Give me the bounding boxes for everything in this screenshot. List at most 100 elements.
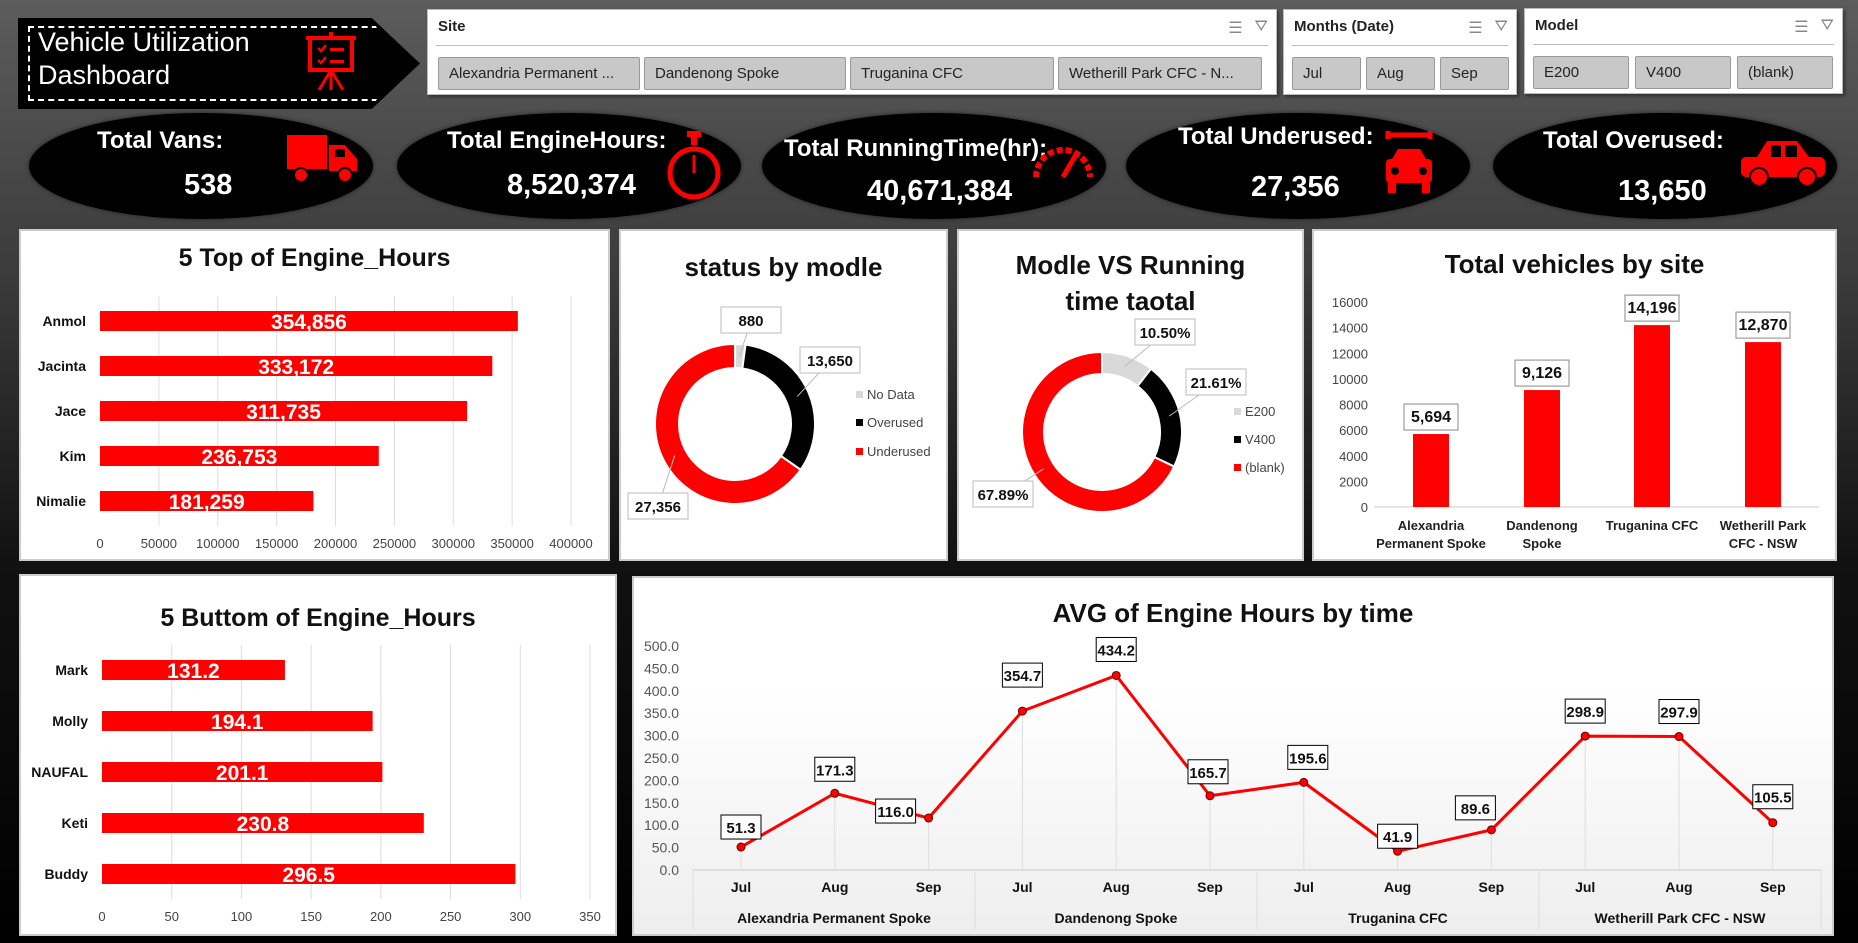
title-line-1: Vehicle Utilization (38, 27, 250, 57)
data-label-box (1735, 311, 1791, 339)
multi-select-icon[interactable]: ☰ (1794, 19, 1809, 36)
month-chip-jul[interactable]: Jul (1292, 57, 1361, 90)
data-label-box (1095, 636, 1137, 662)
data-label-box (1187, 759, 1229, 785)
data-label: 296.5 (282, 864, 335, 887)
category-label: Alexandria (1398, 518, 1465, 533)
x-tick-label: 400000 (549, 536, 592, 551)
legend-swatch (856, 391, 863, 398)
dashboard-title: Vehicle Utilization Dashboard (38, 26, 298, 92)
data-point (736, 842, 746, 852)
category-label: Kim (60, 448, 86, 464)
kpi-value: 40,671,384 (867, 175, 1013, 207)
divider (436, 45, 1268, 46)
data-label: 131.2 (167, 660, 220, 683)
data-label: 21.61% (1191, 375, 1242, 392)
x-tick-label: Jul (1012, 879, 1032, 895)
bar (100, 491, 314, 511)
bar (100, 356, 493, 376)
bar (1634, 325, 1670, 507)
legend-swatch (1234, 464, 1241, 471)
legend-swatch (856, 448, 863, 455)
data-label-box (1134, 318, 1196, 346)
model-slicer: Model ☰ ⛛ E200 V400 (blank) (1524, 8, 1843, 94)
data-point (1674, 732, 1684, 742)
months-slicer: Months (Date) ☰ ⛛ Jul Aug Sep (1283, 9, 1517, 95)
bottom-engine-hours-chart: 5 Buttom of Engine_Hours 0 50 100 150 200 250 3… (19, 574, 617, 936)
multi-select-icon[interactable]: ☰ (1468, 20, 1483, 37)
y-tick-label: 8000 (1339, 398, 1368, 413)
chart-svg: 5 Buttom of Engine_Hours 0 50 100 150 200 250 3… (31, 604, 601, 924)
data-label: 298.9 (1566, 704, 1604, 721)
x-tick-label: 0 (98, 909, 105, 924)
speedometer-icon (1033, 147, 1093, 179)
data-point (1299, 777, 1309, 787)
data-label: 171.3 (816, 762, 854, 779)
chart-svg: AVG of Engine Hours by time 0.0 50.0 100.0 1… (644, 598, 1822, 930)
data-label-box (1185, 368, 1247, 396)
data-label: 333,172 (258, 356, 334, 379)
donut-slice (654, 342, 803, 505)
category-label: Spoke (1522, 536, 1561, 551)
category-label: Permanent Spoke (1376, 536, 1486, 551)
data-label: 89.6 (1461, 801, 1490, 818)
multi-select-icon[interactable]: ☰ (1228, 20, 1243, 37)
data-label: 297.9 (1660, 705, 1698, 722)
chart-svg: 5 Top of Engine_Hours 0 50000 100000 150000 2… (36, 244, 593, 551)
data-label: 880 (738, 313, 763, 330)
legend-label: No Data (867, 387, 915, 402)
data-label: 311,735 (246, 401, 321, 424)
x-tick-label: 50000 (141, 536, 177, 551)
y-tick-label: 250.0 (644, 750, 679, 766)
chart-svg: 880 No Data 13,650 Overused 27,356 Underused s… (627, 252, 931, 520)
y-tick-label: 100.0 (644, 817, 679, 833)
site-slicer-label: Site (438, 18, 466, 35)
model-chip-v400[interactable]: V400 (1635, 56, 1731, 89)
x-tick-label: 150 (300, 909, 322, 924)
data-label: 116.0 (877, 804, 914, 821)
y-tick-label: 350.0 (644, 705, 679, 721)
y-tick-label: 12000 (1332, 346, 1368, 361)
x-tick-label: 150000 (255, 536, 298, 551)
clear-filter-icon[interactable]: ⛛ (1494, 18, 1508, 35)
presentation-board-icon (306, 32, 356, 91)
chart-title-line-1: Modle VS Running (1016, 250, 1246, 280)
site-chip-wetherill[interactable]: Wetherill Park CFC - N... (1058, 57, 1262, 90)
data-label-box (814, 756, 856, 782)
month-chip-aug[interactable]: Aug (1366, 57, 1435, 90)
data-label-box (799, 346, 861, 374)
data-point (1580, 731, 1590, 741)
month-chip-sep[interactable]: Sep (1440, 57, 1509, 90)
site-chip-dandenong[interactable]: Dandenong Spoke (644, 57, 846, 90)
kpi-label: Total Overused: (1543, 127, 1724, 154)
site-chip-alexandria[interactable]: Alexandria Permanent ... (438, 57, 640, 90)
title-banner: Vehicle Utilization Dashboard (18, 18, 420, 109)
site-chip-truganina[interactable]: Truganina CFC (850, 57, 1054, 90)
bar (102, 813, 424, 833)
data-point (1017, 706, 1027, 716)
data-label: 14,196 (1628, 300, 1677, 317)
data-label: 230.8 (237, 813, 290, 836)
kpi-value: 27,356 (1251, 171, 1340, 203)
y-tick-label: 16000 (1332, 295, 1368, 310)
chart-title: 5 Buttom of Engine_Hours (160, 604, 475, 632)
data-label: 236,753 (201, 446, 277, 469)
clear-filter-icon[interactable]: ⛛ (1254, 18, 1268, 35)
data-label-box (1658, 699, 1700, 725)
site-slicer: Site ☰ ⛛ Alexandria Permanent ... Dandeno… (427, 9, 1277, 95)
data-label-box (627, 492, 689, 520)
category-label: NAUFAL (31, 764, 88, 780)
data-label-box (1624, 294, 1680, 322)
data-label: 195.6 (1289, 750, 1327, 767)
data-label-box (1454, 795, 1496, 821)
data-label-box (1514, 359, 1570, 387)
chart-title: Total vehicles by site (1445, 249, 1705, 279)
y-tick-label: 4000 (1339, 449, 1368, 464)
kpi-total-running-time: Total RunningTime(hr): 40,671,384 (762, 113, 1106, 219)
bar (100, 401, 468, 421)
model-chip-blank[interactable]: (blank) (1737, 56, 1833, 89)
kpi-label: Total Underused: (1178, 123, 1374, 150)
model-chip-e200[interactable]: E200 (1533, 56, 1629, 89)
clear-filter-icon[interactable]: ⛛ (1820, 17, 1834, 34)
data-label: 41.9 (1383, 829, 1412, 846)
